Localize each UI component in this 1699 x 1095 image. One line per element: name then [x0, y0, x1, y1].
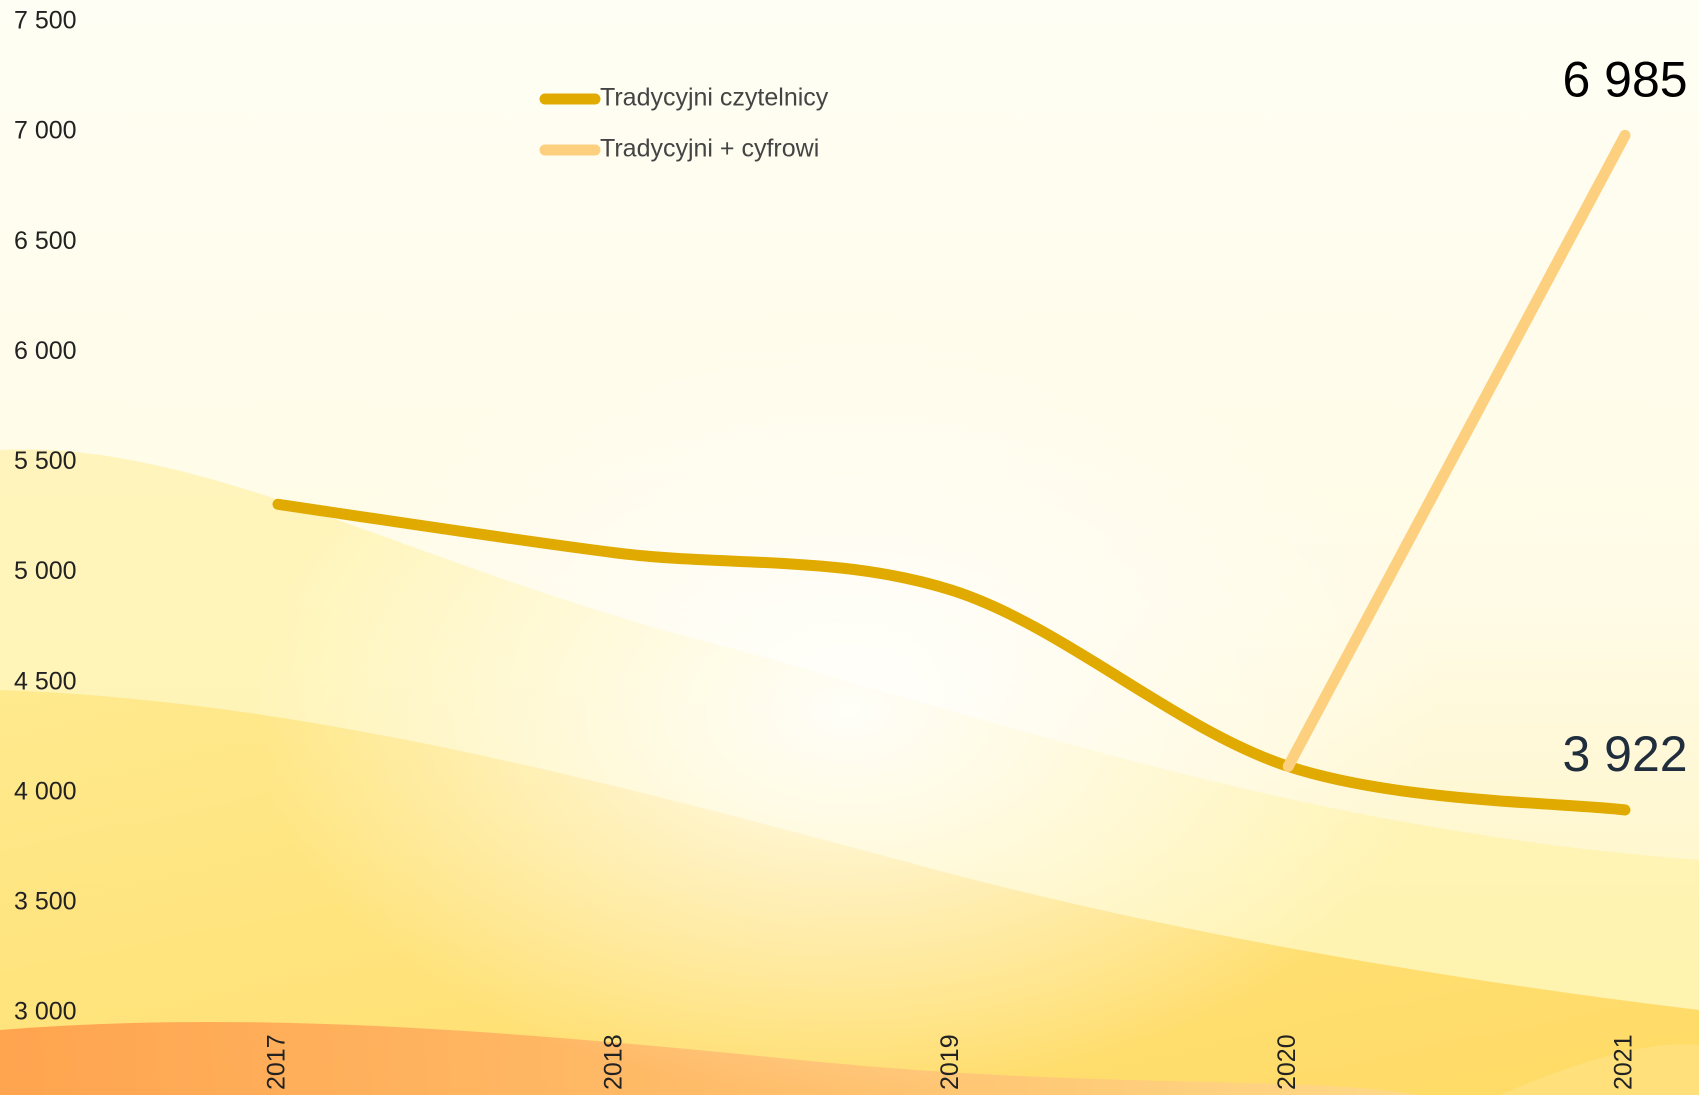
y-tick-label: 6 500 [14, 227, 77, 255]
value-label: 3 922 [1562, 726, 1687, 782]
y-tick-label: 5 500 [14, 447, 77, 475]
y-tick-label: 3 000 [14, 998, 77, 1026]
y-tick-label: 4 000 [14, 777, 77, 805]
y-tick-label: 7 000 [14, 117, 77, 145]
y-tick-label: 4 500 [14, 667, 77, 695]
y-tick-label: 7 500 [14, 7, 77, 35]
legend-label: Tradycyjni + cyfrowi [600, 135, 819, 163]
x-tick-label: 2021 [1610, 1034, 1638, 1090]
x-tick-label: 2019 [936, 1034, 964, 1090]
series-line [272, 498, 1631, 816]
x-tick-label: 2017 [263, 1034, 291, 1090]
series-line [1282, 129, 1631, 772]
y-tick-label: 5 000 [14, 557, 77, 585]
y-tick-label: 6 000 [14, 337, 77, 365]
legend-label: Tradycyjni czytelnicy [600, 84, 829, 112]
x-tick-label: 2018 [599, 1034, 627, 1090]
value-label: 6 985 [1562, 52, 1687, 108]
y-tick-label: 3 500 [14, 887, 77, 915]
x-tick-label: 2020 [1273, 1034, 1301, 1090]
